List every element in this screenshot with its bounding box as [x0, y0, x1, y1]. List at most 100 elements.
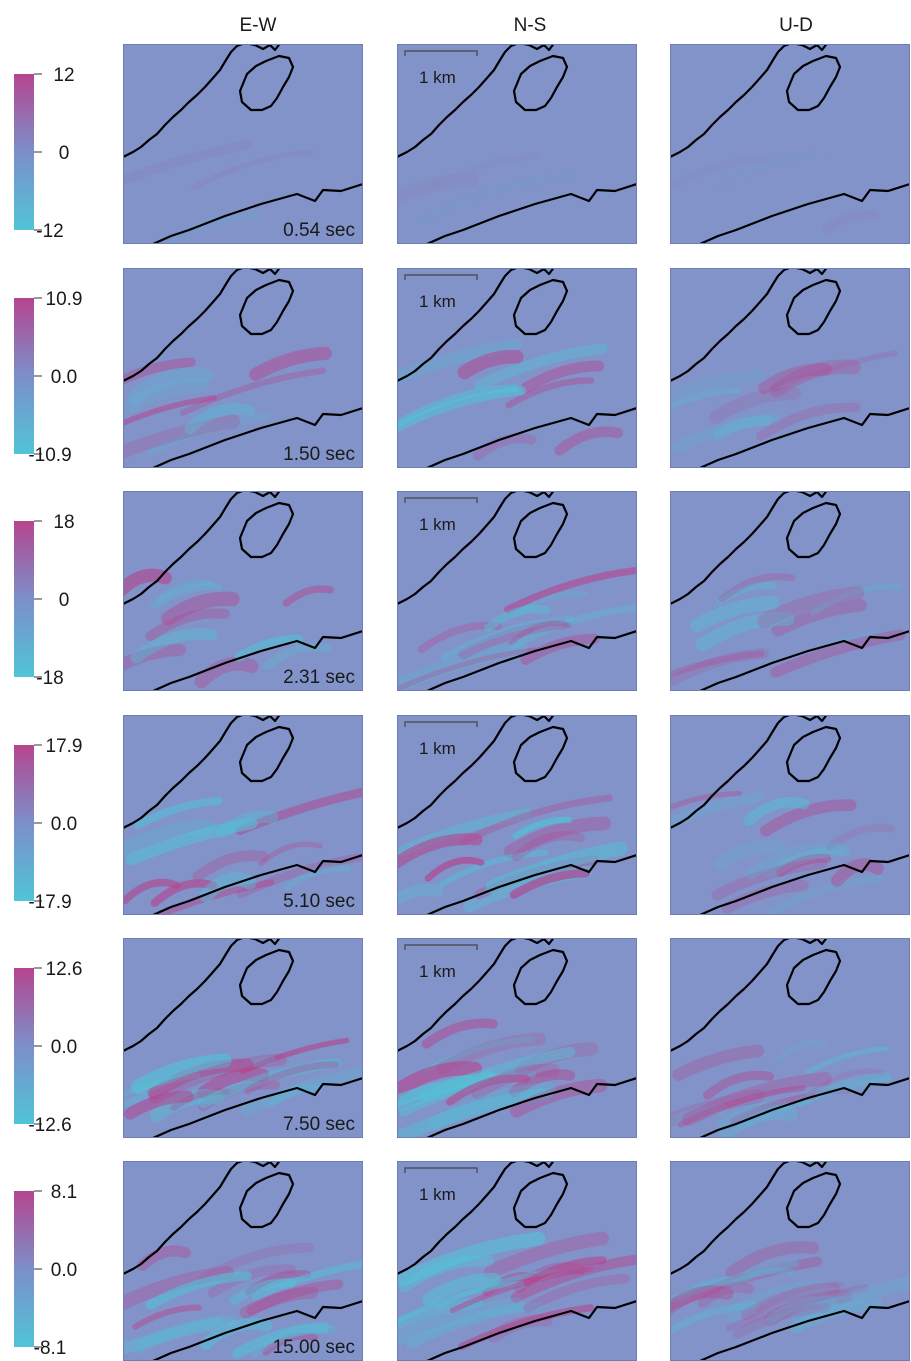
coastline-outline — [397, 1161, 555, 1275]
wave-band — [769, 359, 861, 398]
colorbar-label-min: -12 — [36, 221, 63, 242]
snapshot-panel: 1 km — [397, 491, 637, 691]
boundary-outline — [699, 1076, 910, 1138]
scale-bar-label: 1 km — [419, 739, 456, 758]
island-outline — [512, 948, 569, 1006]
time-label: 0.54 sec — [283, 220, 355, 241]
snapshot-row: 12 0 -12 0.54 sec 1 km — [14, 44, 910, 244]
wave-band — [192, 850, 269, 882]
wave-band — [670, 1259, 800, 1304]
wave-band — [721, 879, 809, 914]
wave-band — [239, 1286, 319, 1319]
wave-band — [145, 1271, 252, 1310]
boundary-outline — [699, 629, 910, 691]
colorbar-label-max: 18 — [53, 512, 74, 533]
wave-band — [123, 377, 209, 414]
wave-band — [397, 172, 479, 206]
wave-band — [284, 864, 352, 891]
wave-band — [729, 1093, 818, 1124]
wave-band — [161, 591, 240, 626]
wave-band — [191, 149, 314, 191]
island-outline — [785, 1171, 842, 1229]
snapshot-panel — [670, 491, 910, 691]
wave-band — [262, 1332, 319, 1356]
wave-band — [485, 841, 628, 895]
wave-band — [397, 647, 537, 691]
wave-band — [760, 799, 857, 837]
snapshot-panel: 1 km — [397, 715, 637, 915]
colorbar-label-zero: 0.0 — [51, 814, 77, 835]
coastline-outline — [123, 491, 281, 605]
wave-band — [130, 628, 218, 664]
boundary-outline — [152, 853, 363, 915]
wave-band — [449, 1266, 594, 1314]
island-outline — [512, 278, 569, 336]
wave-band — [150, 879, 275, 915]
snapshot-panel: 5.10 sec — [123, 715, 363, 915]
colorbar: 10.9 0.0 -10.9 — [14, 289, 82, 466]
snapshot-panel: 1 km — [397, 1161, 637, 1361]
wave-band — [725, 1283, 869, 1332]
boundary-outline — [152, 406, 363, 468]
wave-band — [695, 611, 795, 652]
boundary-outline — [152, 182, 363, 244]
wave-band — [240, 1066, 363, 1117]
wave-band — [670, 650, 765, 679]
wave-band — [184, 402, 256, 435]
wave-band — [474, 343, 608, 391]
colorbar-label-max: 10.9 — [46, 289, 83, 310]
wave-band — [150, 879, 218, 908]
wave-band — [725, 1241, 820, 1279]
wave-band — [123, 1317, 224, 1356]
colorbar-gradient — [14, 74, 34, 230]
wave-band — [508, 1069, 576, 1098]
wave-band — [505, 377, 595, 409]
wave-band — [775, 1040, 828, 1063]
snapshot-panel: 1 km — [397, 268, 637, 468]
wave-band — [510, 1254, 637, 1303]
colorbar: 8.1 0.0 -8.1 — [14, 1182, 77, 1359]
snapshot-panel — [670, 44, 910, 244]
colorbar-gradient — [14, 298, 34, 454]
colorbar-gradient — [14, 968, 34, 1124]
wave-band — [811, 630, 887, 662]
island-outline — [512, 725, 569, 783]
wave-band — [244, 1270, 312, 1296]
boundary-outline — [426, 1076, 637, 1138]
wave-band — [194, 656, 259, 689]
wave-band — [397, 883, 444, 907]
island-outline — [512, 1171, 569, 1229]
coastline-outline — [670, 1161, 828, 1275]
wave-band — [197, 1242, 314, 1285]
wave-band — [670, 387, 742, 411]
wave-band — [146, 413, 271, 457]
coastline-outline — [670, 715, 828, 829]
wave-band — [509, 868, 590, 899]
boundary-outline — [699, 853, 910, 915]
wave-band — [504, 566, 637, 614]
wave-band — [758, 363, 832, 394]
wave-band — [670, 368, 764, 404]
wave-band — [398, 1255, 495, 1293]
wave-band — [697, 1282, 755, 1308]
time-label: 2.31 sec — [283, 667, 355, 688]
colorbar-label-zero: 0 — [59, 143, 70, 164]
coastline-outline — [397, 44, 555, 158]
colorbar-label-max: 12.6 — [46, 959, 83, 980]
island-outline — [785, 725, 842, 783]
island-outline — [512, 501, 569, 559]
wave-band — [511, 831, 585, 862]
time-label: 15.00 sec — [273, 1337, 355, 1358]
snapshot-row: 8.1 0.0 -8.1 15.00 sec 1 km — [14, 1161, 910, 1361]
wave-band — [418, 1046, 576, 1102]
boundary-outline — [426, 629, 637, 691]
wave-band — [702, 1070, 775, 1100]
wave-band — [229, 1278, 297, 1306]
wave-band — [713, 415, 772, 441]
wave-band — [198, 1057, 342, 1109]
wave-band — [244, 1061, 340, 1095]
wave-band — [127, 366, 214, 404]
wave-band — [743, 796, 810, 826]
wave-band — [765, 1295, 838, 1325]
wave-band — [745, 841, 843, 880]
